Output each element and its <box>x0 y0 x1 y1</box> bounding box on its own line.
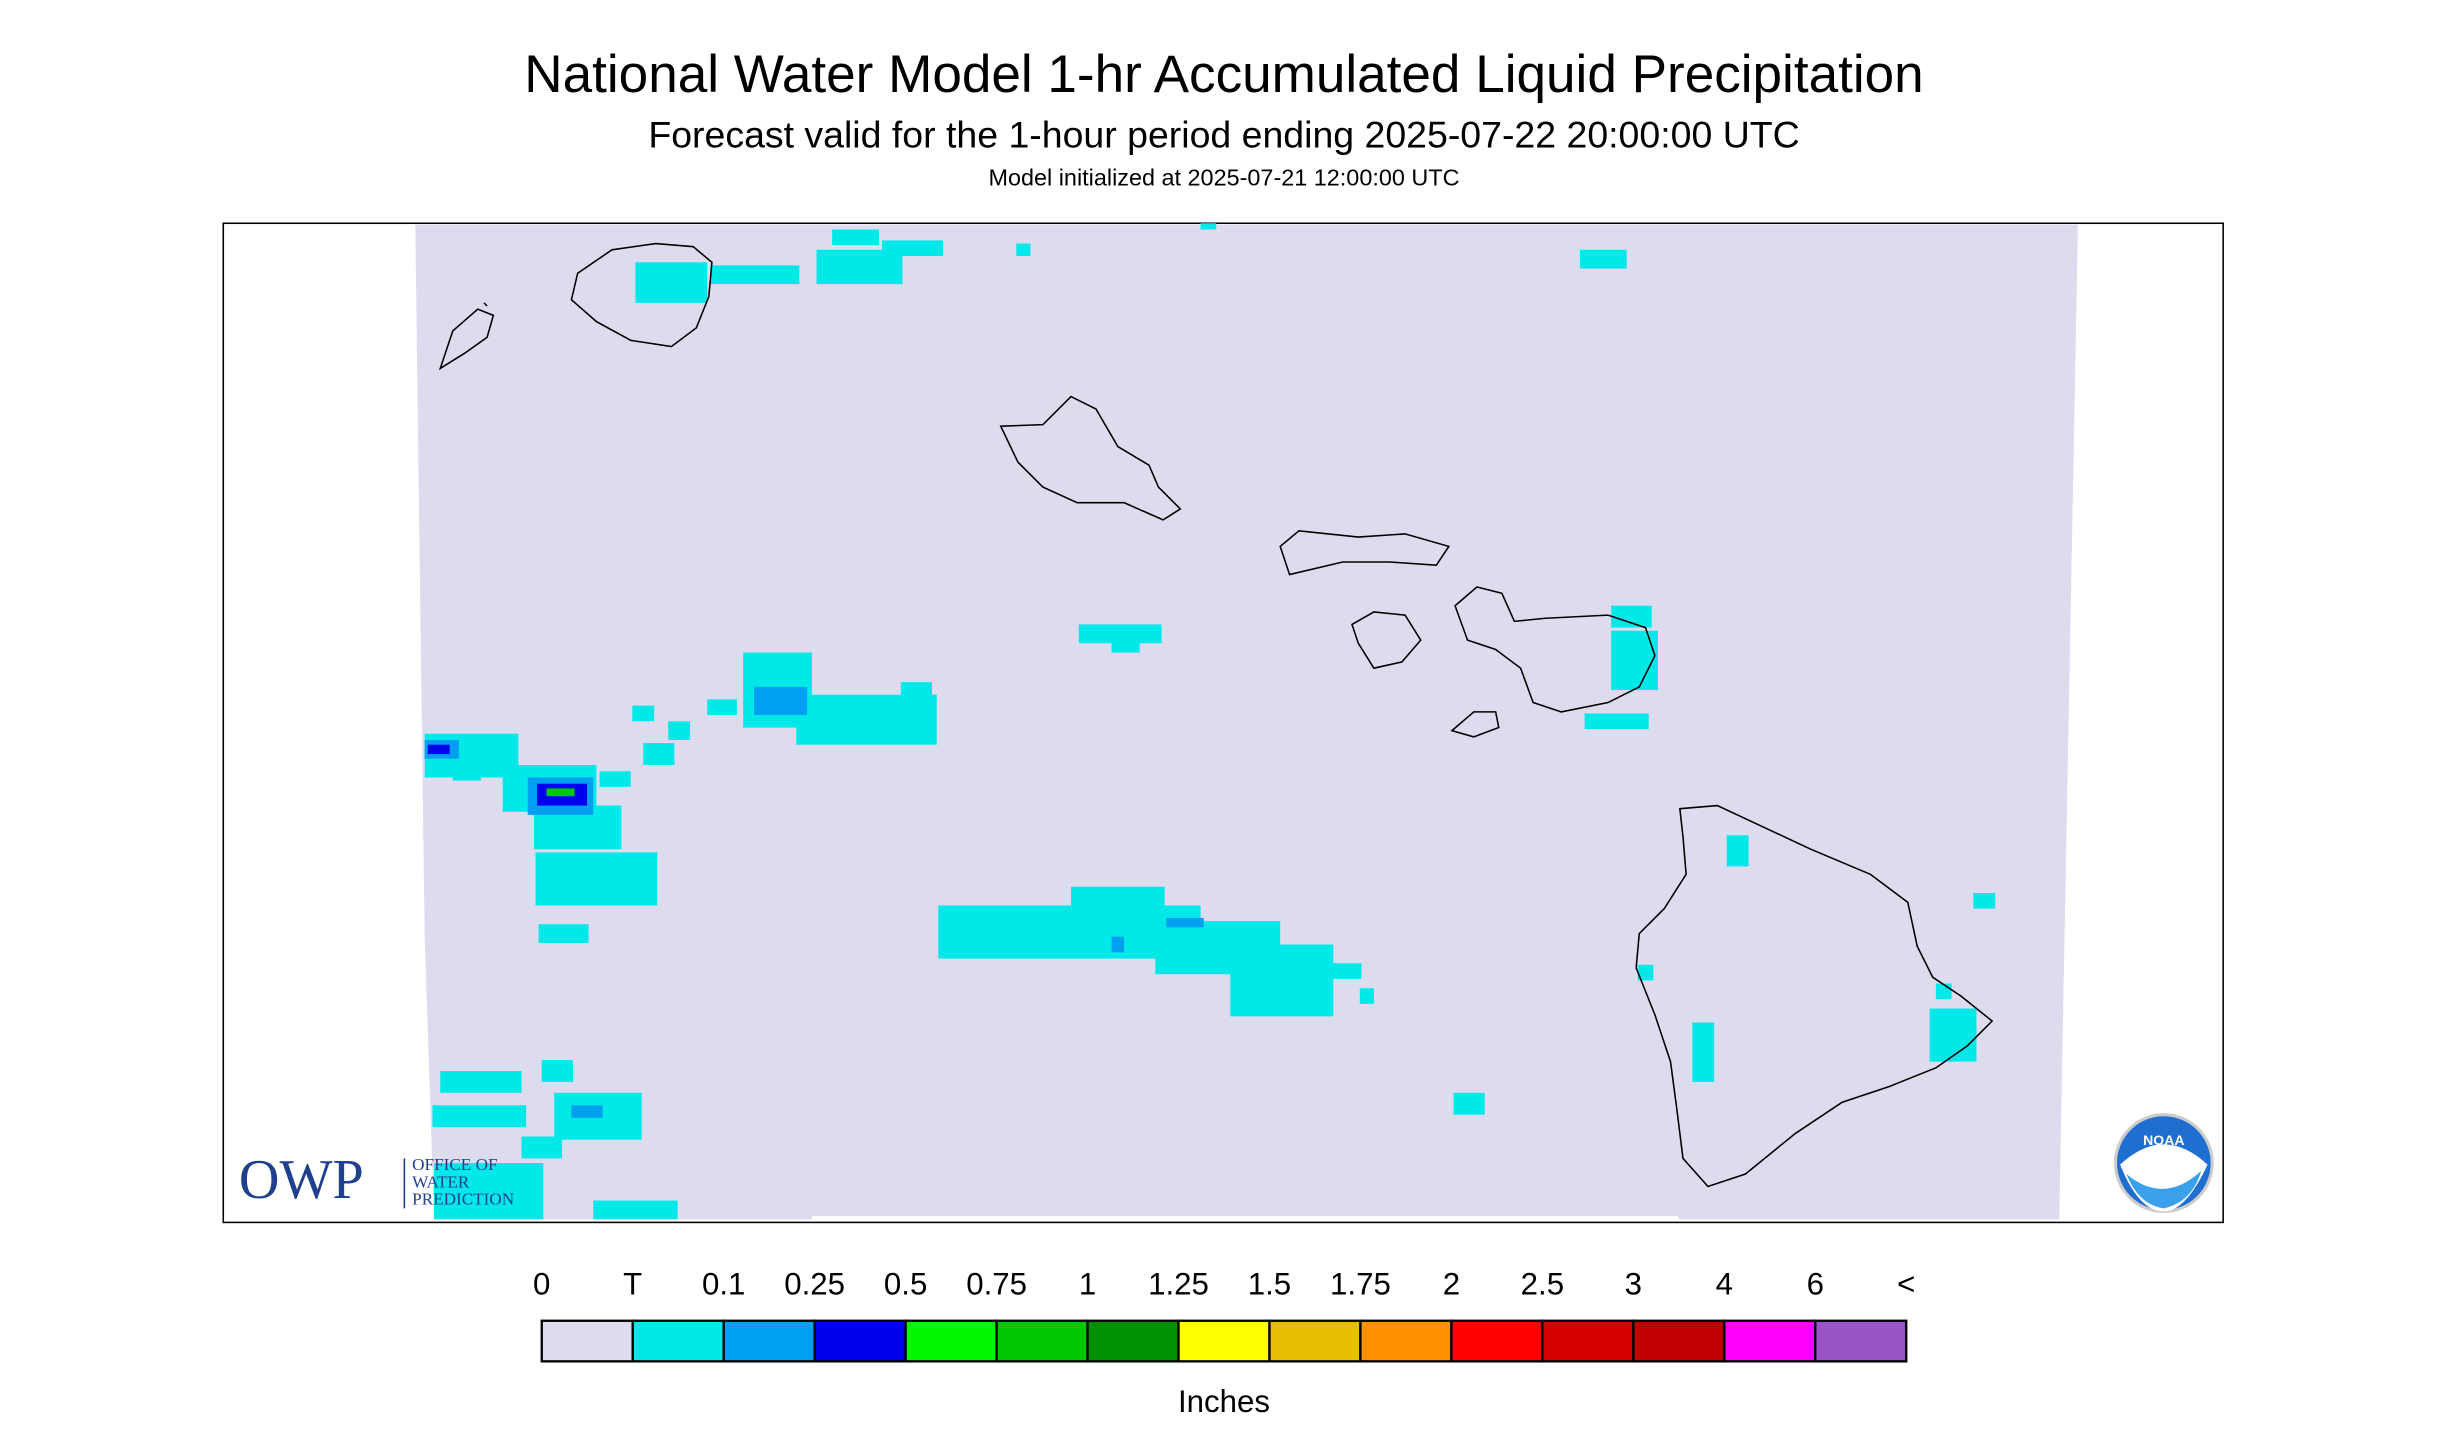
legend-label: T <box>623 1267 642 1302</box>
subtitle: Forecast valid for the 1-hour period end… <box>648 113 1799 155</box>
legend-label: 0.5 <box>884 1267 927 1302</box>
legend-label: 4 <box>1716 1267 1733 1302</box>
legend-label: 2 <box>1443 1267 1460 1302</box>
legend-swatch <box>1450 1319 1544 1363</box>
legend-swatch <box>995 1319 1089 1363</box>
legend: 0 T 0.1 0.25 0.5 0.75 1 1.25 1.5 1.75 2 2.5 3 4 6 < <box>533 1267 1915 1363</box>
noaa-logo: NOAA <box>2113 1113 2214 1214</box>
legend-label: 1.25 <box>1148 1267 1209 1302</box>
legend-label: 0.1 <box>702 1267 745 1302</box>
legend-swatch <box>1814 1319 1908 1363</box>
legend-label: 0 <box>533 1267 550 1302</box>
legend-swatch <box>1723 1319 1817 1363</box>
legend-label: < <box>1897 1267 1915 1302</box>
owp-logo: OWP OFFICE OF WATER PREDICTION <box>239 1149 514 1211</box>
map: OWP OFFICE OF WATER PREDICTION NOAA <box>222 222 2224 1224</box>
title: National Water Model 1-hr Accumulated Li… <box>524 45 1923 104</box>
legend-swatch <box>1086 1319 1180 1363</box>
legend-label: 0.25 <box>784 1267 845 1302</box>
owp-wordmark: OWP <box>239 1149 364 1211</box>
coastlines <box>438 242 1994 1188</box>
legend-swatch <box>1359 1319 1453 1363</box>
legend-label: 1 <box>1079 1267 1096 1302</box>
legend-label: 3 <box>1625 1267 1642 1302</box>
legend-label: 6 <box>1807 1267 1824 1302</box>
legend-swatch <box>631 1319 725 1363</box>
owp-line: WATER <box>412 1172 470 1191</box>
legend-swatch <box>540 1319 634 1363</box>
legend-swatch <box>1632 1319 1726 1363</box>
legend-swatch <box>722 1319 816 1363</box>
owp-line: PREDICTION <box>412 1189 514 1208</box>
noaa-text: NOAA <box>2143 1132 2184 1148</box>
legend-label: 1.75 <box>1330 1267 1391 1302</box>
legend-label: 0.75 <box>966 1267 1027 1302</box>
precip-areas <box>424 223 1996 1220</box>
legend-swatch <box>1541 1319 1635 1363</box>
owp-line: OFFICE OF <box>412 1155 497 1174</box>
legend-label: 2.5 <box>1521 1267 1564 1302</box>
model-domain <box>415 224 2078 1220</box>
legend-swatch <box>1268 1319 1362 1363</box>
legend-swatch <box>1177 1319 1271 1363</box>
legend-label: 1.5 <box>1248 1267 1291 1302</box>
legend-swatch <box>904 1319 998 1363</box>
init-time: Model initialized at 2025-07-21 12:00:00… <box>988 165 1459 191</box>
legend-swatch <box>813 1319 907 1363</box>
legend-unit: Inches <box>1178 1384 1270 1419</box>
